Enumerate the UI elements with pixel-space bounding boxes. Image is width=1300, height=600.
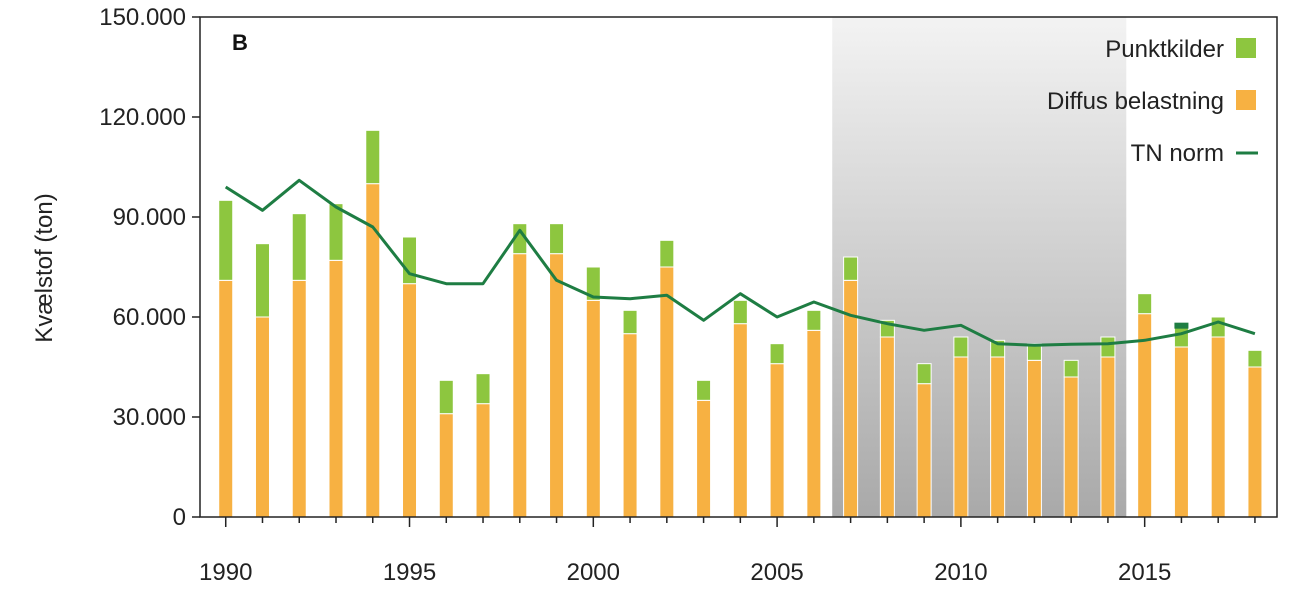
bar-punktkilder-2012 xyxy=(1026,343,1042,361)
bar-punktkilder-1990 xyxy=(218,199,234,281)
bar-diffus-2006 xyxy=(806,329,822,518)
bar-punktkilder-2003 xyxy=(696,379,712,401)
legend-swatch xyxy=(1236,90,1256,110)
bar-diffus-2002 xyxy=(659,266,675,518)
bar-punktkilder-1994 xyxy=(365,129,381,185)
bar-diffus-2005 xyxy=(769,363,785,518)
bar-diffus-2018 xyxy=(1247,366,1263,518)
bar-punktkilder-2010 xyxy=(953,336,969,358)
y-tick-label: 0 xyxy=(173,504,186,531)
bar-diffus-2013 xyxy=(1063,376,1079,518)
bar-diffus-1990 xyxy=(218,279,234,518)
bar-punktkilder-2000 xyxy=(585,266,601,301)
bar-punktkilder-2007 xyxy=(843,256,859,281)
bar-diffus-1995 xyxy=(402,283,418,518)
legend-label: TN norm xyxy=(1131,140,1224,167)
bar-diffus-1992 xyxy=(291,279,307,518)
bar-punktkilder-2018 xyxy=(1247,349,1263,368)
legend-label: Punktkilder xyxy=(1105,36,1224,63)
y-tick-label: 120.000 xyxy=(99,104,186,131)
y-tick-label: 30.000 xyxy=(113,404,186,431)
bar-punktkilder-2006 xyxy=(806,309,822,331)
bar-punktkilder-2002 xyxy=(659,239,675,268)
bar-punktkilder-2014 xyxy=(1100,336,1116,358)
bar-diffus-1991 xyxy=(254,316,270,518)
bar-diffus-2017 xyxy=(1210,336,1226,518)
bar-punktkilder-2005 xyxy=(769,343,785,365)
bar-diffus-2003 xyxy=(696,399,712,518)
bar-diffus-2001 xyxy=(622,333,638,518)
panel-label: B xyxy=(232,30,248,55)
y-axis-title: Kvælstof (ton) xyxy=(31,193,58,342)
bar-diffus-2016 xyxy=(1173,346,1189,518)
plot-frame xyxy=(199,16,1278,518)
bar-punktkilder-1995 xyxy=(402,236,418,285)
bar-diffus-1998 xyxy=(512,253,528,518)
bar-punktkilder-2013 xyxy=(1063,359,1079,378)
bar-punktkilder-2001 xyxy=(622,309,638,335)
bar-punktkilder-1992 xyxy=(291,213,307,281)
bar-punktkilder-2017 xyxy=(1210,316,1226,338)
bar-punktkilder-1997 xyxy=(475,373,491,405)
bar-punktkilder-2009 xyxy=(916,363,932,385)
y-tick-label: 60.000 xyxy=(113,304,186,331)
bar-diffus-2000 xyxy=(585,299,601,518)
bar-diffus-2011 xyxy=(990,356,1006,518)
x-tick-label: 2000 xyxy=(567,559,620,586)
y-tick-label: 150.000 xyxy=(99,4,186,31)
bar-diffus-1996 xyxy=(438,413,454,518)
bar-diffus-2014 xyxy=(1100,356,1116,518)
bar-marker-2016 xyxy=(1174,322,1189,329)
bar-punktkilder-1999 xyxy=(549,223,565,255)
bar-diffus-1999 xyxy=(549,253,565,518)
legend: Punktkilder Diffus belastning TN norm xyxy=(1047,36,1258,167)
legend-swatch xyxy=(1236,38,1256,58)
bar-diffus-2012 xyxy=(1026,359,1042,518)
bar-diffus-2015 xyxy=(1137,313,1153,518)
bar-diffus-2010 xyxy=(953,356,969,518)
axes: 0 30.000 60.000 90.000 120.000 150.000 1990 199… xyxy=(99,4,1256,586)
bar-punktkilder-2015 xyxy=(1137,293,1153,315)
bar-diffus-2004 xyxy=(732,323,748,518)
x-tick-label: 1995 xyxy=(383,559,436,586)
legend-label: Diffus belastning xyxy=(1047,88,1224,115)
x-tick-label: 2015 xyxy=(1118,559,1171,586)
tn-norm-line-group xyxy=(224,178,1256,347)
bar-punktkilder-1993 xyxy=(328,203,344,261)
x-tick-label: 2010 xyxy=(934,559,987,586)
bar-diffus-2008 xyxy=(879,336,895,518)
bar-punktkilder-1991 xyxy=(254,243,270,318)
x-tick-label: 2005 xyxy=(750,559,803,586)
bar-punktkilder-1996 xyxy=(438,379,454,415)
bar-diffus-2009 xyxy=(916,383,932,518)
tn-norm-line xyxy=(224,178,1256,347)
plot-border xyxy=(199,16,1278,518)
y-tick-label: 90.000 xyxy=(113,204,186,231)
bar-diffus-1997 xyxy=(475,403,491,518)
bar-diffus-1993 xyxy=(328,259,344,518)
x-tick-label: 1990 xyxy=(199,559,252,586)
bar-punktkilder-2004 xyxy=(732,299,748,325)
